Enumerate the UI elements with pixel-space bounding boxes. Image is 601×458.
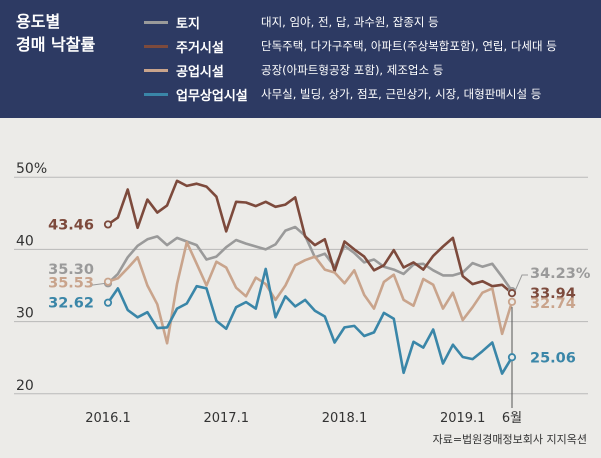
series-line-1	[107, 179, 513, 295]
legend-description: 사무실, 빌딩, 상가, 점포, 근린상가, 시장, 대형판매시설 등	[261, 87, 542, 101]
start-value-label: 32.62	[48, 296, 94, 312]
legend-swatch	[144, 44, 168, 48]
legend-item-commercial: 업무상업시설 사무실, 빌딩, 상가, 점포, 근린상가, 시장, 대형판매시설…	[144, 83, 541, 105]
source-note: 자료=법원경매정보회사 지지옥션	[432, 433, 587, 446]
end-value-label: 33.94	[530, 286, 576, 302]
legend-item-land: 토지 대지, 임야, 전, 답, 과수원, 잡종지 등	[144, 11, 439, 33]
legend-label: 토지	[176, 16, 200, 32]
title-line-2: 경매 낙찰률	[16, 35, 96, 54]
legend-label: 업무상업시설	[176, 88, 248, 104]
legend-description: 공장(아파트형공장 포함), 제조업소 등	[261, 63, 444, 77]
start-value-label: 35.30	[48, 262, 94, 278]
end-value-label: 25.06	[530, 350, 576, 366]
legend-swatch	[144, 68, 168, 72]
legend-description: 단독주택, 다가구주택, 아파트(주상복합포함), 연립, 다세대 등	[261, 39, 557, 53]
legend-swatch	[144, 20, 168, 24]
header-zigzag-shape	[0, 110, 601, 118]
start-point-2	[103, 277, 113, 286]
y-tick-label: 20	[16, 378, 34, 394]
y-tick-label: 50%	[16, 161, 47, 177]
series-line-0	[107, 225, 514, 292]
start-point-3	[103, 298, 113, 307]
end-leader-line	[514, 274, 528, 292]
legend-description: 대지, 임야, 전, 답, 과수원, 잡종지 등	[261, 15, 439, 29]
series-line-3	[106, 267, 514, 375]
end-value-label: 32.74	[530, 296, 576, 312]
end-point-1	[507, 289, 517, 298]
header-zigzag-edge	[0, 110, 601, 118]
y-tick-label: 40	[16, 233, 34, 249]
start-point-1	[103, 220, 113, 229]
end-point-3	[507, 353, 517, 362]
title-line-1: 용도별	[16, 12, 61, 31]
legend-swatch	[144, 92, 168, 96]
chart-title: 용도별 경매 낙찰률	[16, 10, 95, 56]
legend-item-residential: 주거시설 단독주택, 다가구주택, 아파트(주상복합포함), 연립, 다세대 등	[144, 35, 557, 57]
x-tick-label: 2017.1	[203, 411, 249, 426]
legend-item-industrial: 공업시설 공장(아파트형공장 포함), 제조업소 등	[144, 59, 443, 81]
end-point-2	[507, 297, 517, 306]
legend-label: 공업시설	[176, 64, 224, 80]
start-leader-line	[91, 282, 106, 286]
x-tick-label: 6월	[502, 411, 522, 426]
x-tick-label: 2019.1	[440, 411, 486, 426]
start-value-label: 43.46	[48, 217, 94, 233]
x-tick-label: 2018.1	[322, 411, 368, 426]
series-line-2	[107, 240, 514, 345]
y-tick-label: 30	[16, 306, 34, 322]
x-tick-label: 2016.1	[85, 411, 131, 426]
legend-label: 주거시설	[176, 40, 224, 56]
header-band: 용도별 경매 낙찰률 토지 대지, 임야, 전, 답, 과수원, 잡종지 등 주…	[0, 0, 601, 118]
end-value-label: 34.23%	[530, 266, 591, 282]
start-value-label: 35.53	[48, 276, 94, 292]
